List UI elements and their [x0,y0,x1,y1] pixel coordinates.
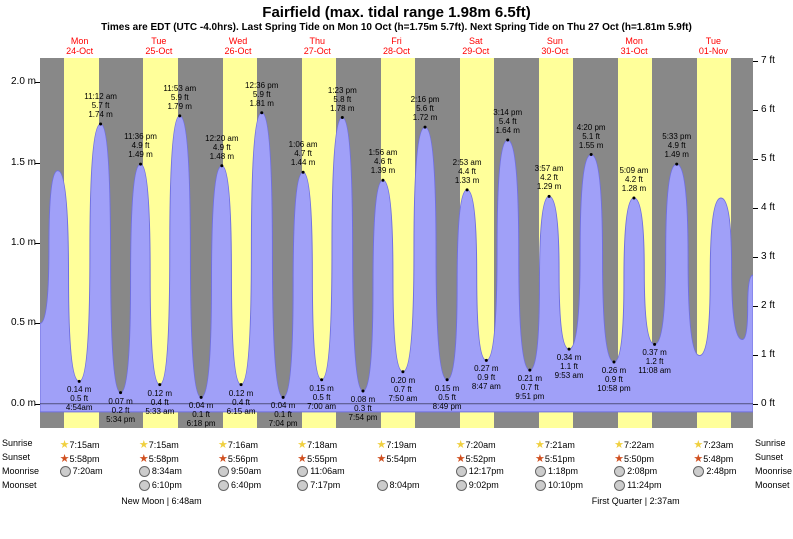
low-tide-label: 0.04 m0.1 ft7:04 pm [269,401,298,428]
y-axis-right-label: 6 ft [761,104,775,115]
y-axis-left-label: 2.0 m [0,76,36,87]
high-tide-label: 12:20 am4.9 ft1.48 m [205,134,238,161]
high-tide-label: 5:33 pm4.9 ft1.49 m [662,132,691,159]
sunrise-time: ★7:15am [60,438,100,451]
date-label: Tue25-Oct [134,36,184,56]
y-axis-right-label: 1 ft [761,349,775,360]
low-tide-label: 0.37 m1.2 ft11:08 am [638,348,671,375]
moonrise-time: 9:50am [218,466,261,477]
high-tide-label: 5:09 am4.2 ft1.28 m [619,166,648,193]
low-tide-label: 0.07 m0.2 ft5:34 pm [106,397,135,424]
sunset-time: ★5:58pm [60,452,100,465]
sunrise-time: ★7:21am [535,438,575,451]
sunset-time: ★5:58pm [139,452,179,465]
y-axis-left-label: 1.0 m [0,237,36,248]
low-tide-label: 0.27 m0.9 ft8:47 am [472,364,501,391]
high-tide-label: 2:53 am4.4 ft1.33 m [453,158,482,185]
high-tide-label: 1:06 am4.7 ft1.44 m [289,140,318,167]
moonrise-time: 2:08pm [614,466,657,477]
sunset-time: ★5:51pm [535,452,575,465]
moonrise-time: 11:06am [297,466,344,477]
date-label: Sat29-Oct [451,36,501,56]
moonrise-time: 8:34am [139,466,182,477]
sunrise-time: ★7:23am [693,438,733,451]
y-axis-right-label: 5 ft [761,153,775,164]
y-axis-left-label: 0.5 m [0,317,36,328]
low-tide-label: 0.21 m0.7 ft9:51 pm [515,374,544,401]
moonset-time: 9:02pm [456,480,499,491]
high-tide-label: 3:14 pm5.4 ft1.64 m [493,108,522,135]
low-tide-label: 0.14 m0.5 ft4:54am [66,385,93,412]
date-label: Wed26-Oct [213,36,263,56]
moon-phase-label: First Quarter | 2:37am [592,496,680,506]
moonset-time: 6:10pm [139,480,182,491]
y-axis-right-label: 0 ft [761,398,775,409]
moonset-time: 10:10pm [535,480,583,491]
high-tide-label: 3:57 am4.2 ft1.29 m [535,164,564,191]
astro-label-sunset: Sunset [2,452,30,462]
moonset-time: 6:40pm [218,480,261,491]
moon-phase-label: New Moon | 6:48am [121,496,201,506]
low-tide-label: 0.08 m0.3 ft7:54 pm [349,395,378,422]
sunrise-time: ★7:18am [297,438,337,451]
date-label: Thu27-Oct [292,36,342,56]
tide-chart-container: Fairfield (max. tidal range 1.98m 6.5ft)… [0,0,793,539]
date-label: Fri28-Oct [372,36,422,56]
sunset-time: ★5:50pm [614,452,654,465]
high-tide-label: 11:53 am5.9 ft1.79 m [163,84,196,111]
moonset-time: 7:17pm [297,480,340,491]
low-tide-label: 0.20 m0.7 ft7:50 am [388,376,417,403]
y-axis-right-label: 3 ft [761,251,775,262]
sunrise-time: ★7:20am [456,438,496,451]
sunset-time: ★5:48pm [693,452,733,465]
high-tide-label: 12:36 pm5.9 ft1.81 m [245,81,278,108]
high-tide-label: 1:23 pm5.8 ft1.78 m [328,86,357,113]
date-label: Tue01-Nov [688,36,738,56]
low-tide-label: 0.04 m0.1 ft6:18 pm [187,401,216,428]
low-tide-label: 0.15 m0.5 ft8:49 pm [433,384,462,411]
sunrise-time: ★7:22am [614,438,654,451]
high-tide-label: 11:12 am5.7 ft1.74 m [84,92,117,119]
chart-title: Fairfield (max. tidal range 1.98m 6.5ft) [0,4,793,21]
low-tide-label: 0.34 m1.1 ft9:53 am [555,353,584,380]
sunset-time: ★5:55pm [297,452,337,465]
sunrise-time: ★7:19am [377,438,417,451]
moonrise-time: 1:18pm [535,466,578,477]
low-tide-label: 0.15 m0.5 ft7:00 am [307,384,336,411]
y-axis-left-label: 0.0 m [0,398,36,409]
moonset-time: 11:24pm [614,480,661,491]
y-axis-right-label: 4 ft [761,202,775,213]
chart-subtitle: Times are EDT (UTC -4.0hrs). Last Spring… [0,22,793,33]
astro-label-moonset: Moonset [2,480,37,490]
high-tide-label: 4:20 pm5.1 ft1.55 m [577,123,606,150]
low-tide-label: 0.26 m0.9 ft10:58 pm [597,366,630,393]
moonrise-time: 12:17pm [456,466,504,477]
astro-label-sunset: Sunset [755,452,783,462]
moonrise-time: 2:48pm [693,466,736,477]
astro-label-moonset: Moonset [755,480,790,490]
date-label: Sun30-Oct [530,36,580,56]
astro-label-moonrise: Moonrise [2,466,39,476]
high-tide-label: 1:56 am4.6 ft1.39 m [368,148,397,175]
sunset-time: ★5:56pm [218,452,258,465]
date-label: Mon31-Oct [609,36,659,56]
y-axis-left-label: 1.5 m [0,157,36,168]
low-tide-label: 0.12 m0.4 ft5:33 am [145,389,174,416]
y-axis-right-label: 2 ft [761,300,775,311]
high-tide-label: 2:16 pm5.6 ft1.72 m [411,95,440,122]
moonset-time: 8:04pm [377,480,420,491]
astro-label-sunrise: Sunrise [2,438,33,448]
sunset-time: ★5:52pm [456,452,496,465]
sunrise-time: ★7:16am [218,438,258,451]
moonrise-time: 7:20am [60,466,103,477]
y-axis-right-label: 7 ft [761,55,775,66]
high-tide-label: 11:36 pm4.9 ft1.49 m [124,132,157,159]
sunset-time: ★5:54pm [377,452,417,465]
date-label: Mon24-Oct [55,36,105,56]
low-tide-label: 0.12 m0.4 ft6:15 am [227,389,256,416]
astro-label-sunrise: Sunrise [755,438,786,448]
sunrise-time: ★7:15am [139,438,179,451]
astro-label-moonrise: Moonrise [755,466,792,476]
